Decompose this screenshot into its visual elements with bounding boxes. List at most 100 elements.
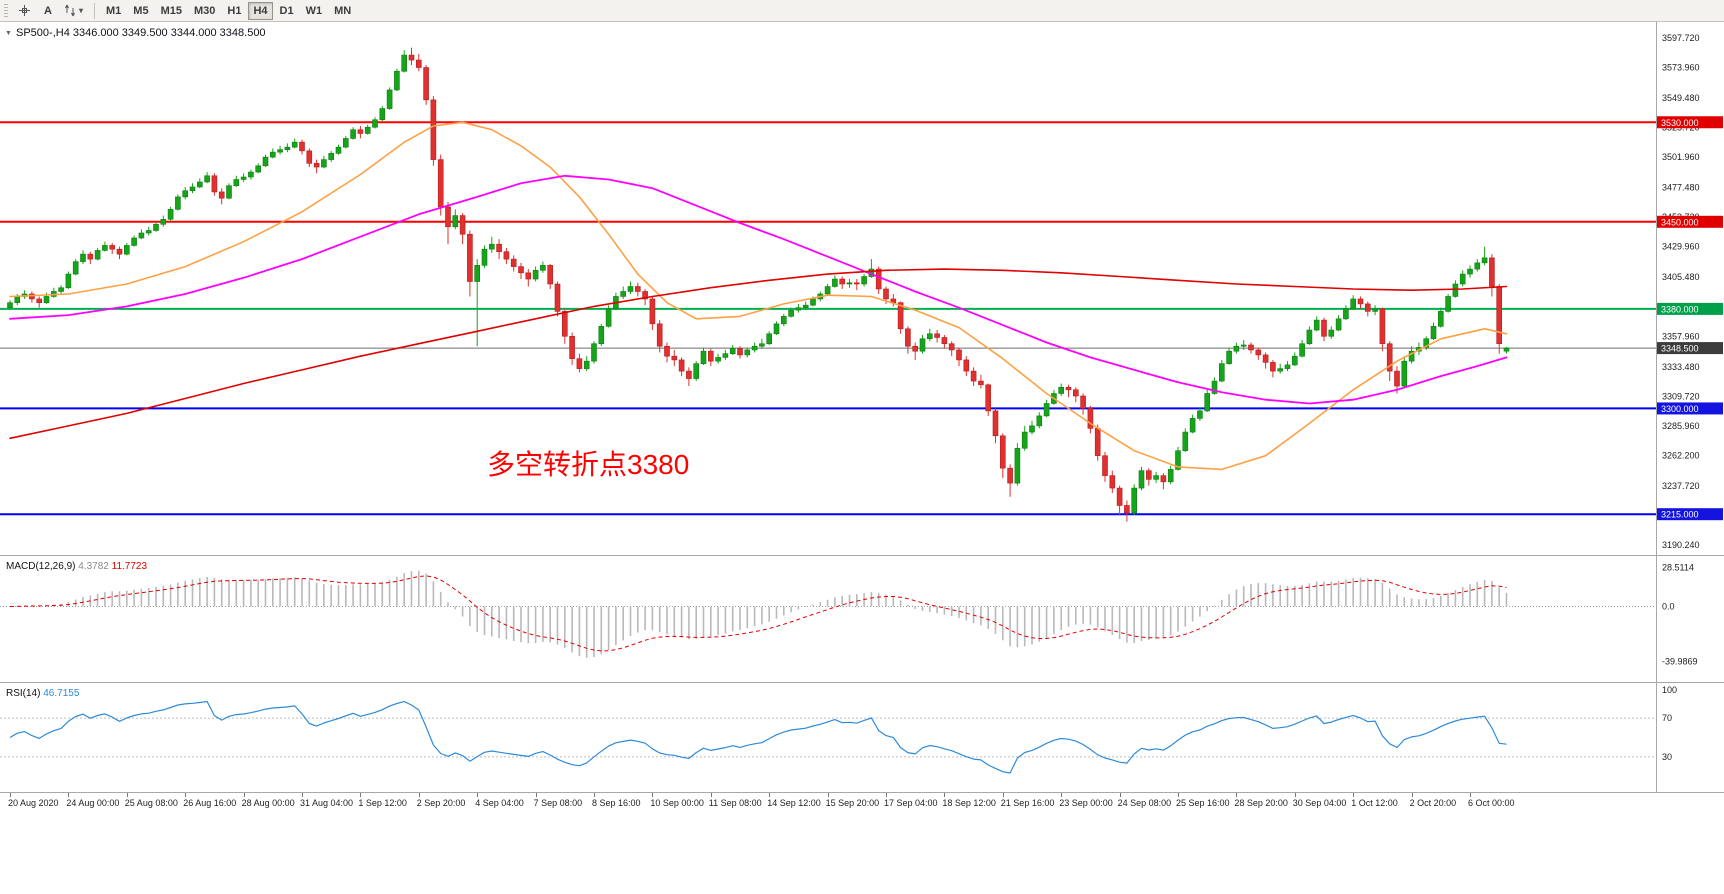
time-tick [1470,793,1471,797]
time-label: 25 Sep 16:00 [1176,798,1230,808]
crosshair-icon [19,5,30,16]
time-label: 24 Sep 08:00 [1117,798,1172,808]
timeframe-button-MN[interactable]: MN [329,2,356,20]
ma-line-mid-ma [9,174,1508,405]
timeframe-button-W1[interactable]: W1 [301,2,328,20]
time-label: 11 Sep 08:00 [708,798,762,808]
time-label: 20 Aug 2020 [8,798,59,808]
timeframe-button-D1[interactable]: D1 [275,2,299,20]
time-tick [710,793,712,797]
price-axis[interactable]: 3597.7203573.9603549.4803525.7203501.960… [1662,33,1700,550]
time-tick [185,793,187,797]
timeframe-button-M15[interactable]: M15 [156,2,187,20]
time-label: 1 Sep 12:00 [358,798,407,808]
candles-layer[interactable] [7,47,1510,522]
price-axis-label: 3573.960 [1662,63,1700,73]
chevron-down-icon: ▾ [79,6,84,15]
price-tag-3348.500: 3348.500 [1657,342,1723,355]
macd-panel[interactable]: 28.5114 0.0 -39.9869 MACD(12,26,9) 4.3782 1… [0,556,1724,683]
price-axis-label: 3597.720 [1662,33,1700,43]
time-label: 25 Aug 08:00 [124,798,178,808]
time-label: 28 Aug 00:00 [241,798,295,808]
symbol-ohlc-text: SP500-,H4 3346.000 3349.500 3344.000 334… [16,27,266,39]
price-tag-3530.000: 3530.000 [1657,116,1723,129]
svg-text:3450.000: 3450.000 [1661,217,1699,227]
time-label: 2 Sep 20:00 [416,798,466,808]
price-tag-3450.000: 3450.000 [1657,215,1723,228]
toolbar-grip[interactable] [4,3,8,18]
price-axis-label: 3285.960 [1662,421,1700,431]
time-label: 21 Sep 16:00 [1000,798,1055,808]
time-tick [1353,793,1355,797]
crosshair-tool-button[interactable] [13,2,36,20]
line-studies-icon [65,4,75,17]
price-axis-label: 3357.960 [1662,331,1700,341]
macd-histogram [16,570,1508,658]
time-tick [1236,793,1238,797]
timeframe-button-H4[interactable]: H4 [248,1,273,20]
macd-axis-label: -39.9869 [1662,656,1698,666]
time-tick [68,793,70,797]
expand-triangle-icon[interactable]: ▼ [5,30,12,37]
time-label: 26 Aug 16:00 [183,798,237,808]
time-tick [769,793,771,797]
time-tick [886,793,887,797]
svg-text:3530.000: 3530.000 [1661,118,1699,128]
svg-text:3215.000: 3215.000 [1661,510,1699,520]
time-label: 4 Sep 04:00 [475,798,524,808]
price-axis-label: 3429.960 [1662,242,1700,252]
symbol-header[interactable]: ▼ SP500-,H4 3346.000 3349.500 3344.000 33… [5,27,266,39]
rsi-line [9,700,1507,774]
rsi-axis-label-top: 100 [1662,685,1677,695]
text-label-tool-button[interactable]: A [38,2,58,20]
macd-axis-label: 0.0 [1662,601,1675,611]
line-studies-dropdown-button[interactable]: ▾ [60,2,88,20]
rsi-panel[interactable]: 70 30 100 RSI(14) 46.7155 [0,683,1724,793]
time-tick [944,793,946,797]
time-tick [1061,793,1063,797]
time-tick [652,793,654,797]
time-tick [594,793,595,797]
ma-line-slow-ma [9,268,1508,440]
time-axis[interactable]: 20 Aug 2020 24 Aug 00:00 25 Aug 08:00 26 Au… [0,793,1724,817]
toolbar: A ▾ M1 M5 M15 M30 H1 H4 D1 W1 MN [0,0,1724,22]
timeframe-button-M30[interactable]: M30 [189,2,220,20]
time-tick [827,793,829,797]
time-tick [1294,793,1296,797]
time-tick [477,793,479,797]
ma-line-fast-ma [9,121,1508,471]
price-tag-3215.000: 3215.000 [1657,508,1723,521]
svg-text:3300.000: 3300.000 [1661,404,1699,414]
time-label: 2 Oct 20:00 [1409,798,1457,808]
price-axis-label: 3309.720 [1662,391,1700,401]
time-label: 18 Sep 12:00 [942,798,996,808]
time-tick [126,793,128,797]
price-axis-label: 3501.960 [1662,152,1700,162]
price-axis-label: 3262.200 [1662,450,1700,460]
timeframe-button-M5[interactable]: M5 [128,2,153,20]
rsi-label: RSI(14) 46.7155 [6,688,80,699]
time-label: 10 Sep 00:00 [650,798,704,808]
time-tick [1119,793,1121,797]
price-axis-label: 3333.480 [1662,362,1700,372]
time-label: 8 Sep 16:00 [592,798,641,808]
time-tick [1411,793,1413,797]
rsi-axis-label: 30 [1662,752,1672,762]
time-label: 1 Oct 12:00 [1351,798,1398,808]
time-label: 23 Sep 00:00 [1059,798,1113,808]
time-label: 14 Sep 12:00 [767,798,821,808]
svg-text:3348.500: 3348.500 [1661,344,1699,354]
price-tag-3380.000: 3380.000 [1657,302,1723,315]
time-tick [360,793,362,797]
time-tick [302,793,303,797]
timeframe-button-H1[interactable]: H1 [222,2,246,20]
main-chart-canvas[interactable]: 3597.7203573.9603549.4803525.7203501.960… [0,22,1724,556]
price-axis-label: 3190.240 [1662,540,1700,550]
annotation-text[interactable]: 多空转折点3380 [487,449,689,480]
timeframe-button-M1[interactable]: M1 [101,2,126,20]
rsi-axis-label: 70 [1662,713,1672,723]
macd-axis-label: 28.5114 [1662,562,1694,572]
time-label: 31 Aug 04:00 [300,798,354,808]
price-axis-label: 3477.480 [1662,183,1700,193]
